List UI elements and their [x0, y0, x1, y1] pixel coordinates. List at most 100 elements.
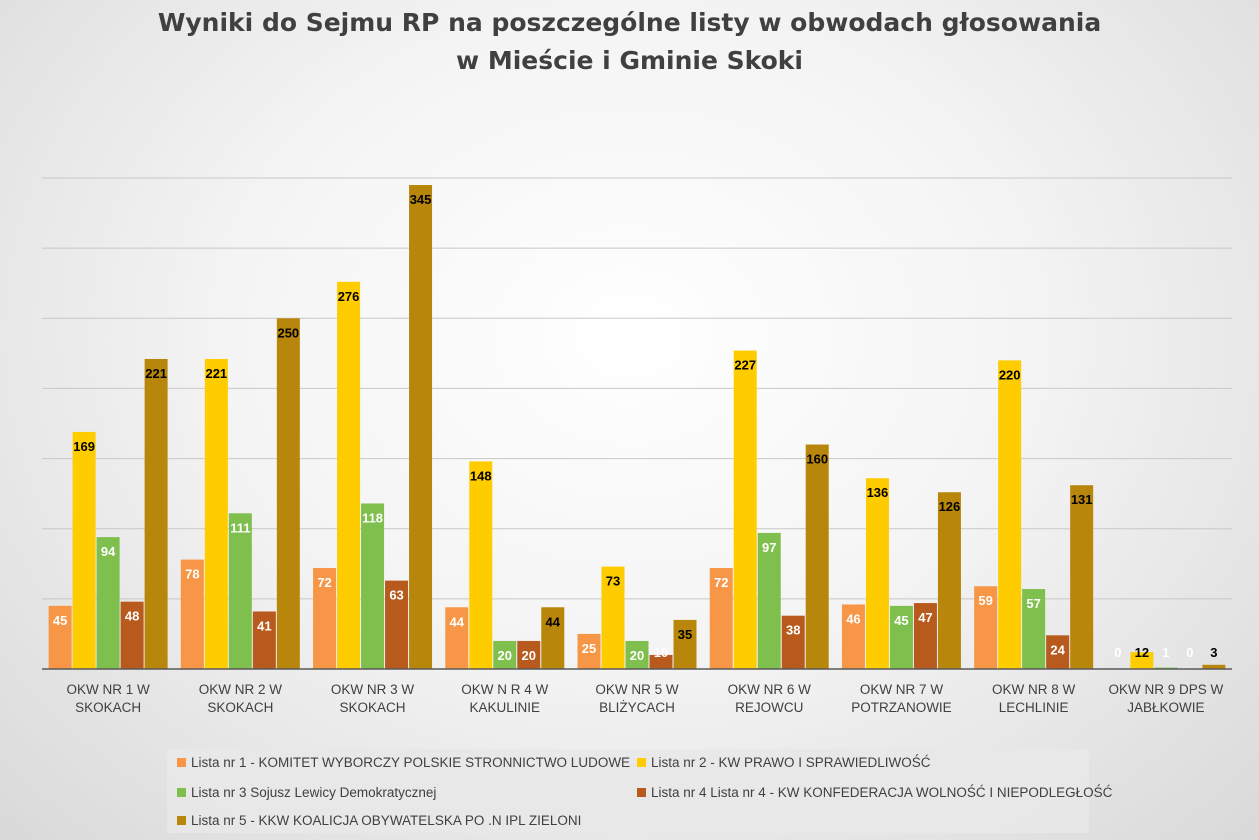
x-tick-label: REJOWCU [735, 700, 803, 715]
data-label: 169 [73, 439, 95, 454]
data-label: 94 [101, 544, 116, 559]
bar [913, 603, 937, 669]
bar [1046, 635, 1070, 669]
data-label: 221 [205, 366, 227, 381]
data-label: 46 [846, 611, 860, 626]
data-label: 221 [145, 366, 167, 381]
bar [276, 318, 300, 669]
legend-label: Lista nr 1 - KOMITET WYBORCZY POLSKIE ST… [191, 755, 631, 770]
bar [204, 358, 228, 669]
data-label: 47 [918, 610, 932, 625]
x-tick-label: OKW N R 4 W [461, 682, 548, 697]
bar [541, 607, 565, 669]
bar [841, 604, 865, 669]
legend-item: Lista nr 4 Lista nr 4 - KW KONFEDERACJA … [637, 785, 1112, 800]
data-label: 48 [125, 609, 139, 624]
data-label: 25 [582, 641, 596, 656]
x-tick-label: SKOKACH [207, 700, 273, 715]
bar [517, 640, 541, 669]
data-label: 20 [498, 648, 512, 663]
bar [805, 444, 829, 669]
x-tick-label: OKW NR 8 W [992, 682, 1076, 697]
chart-title-line-1: Wyniki do Sejmu RP na poszczególne listy… [157, 8, 1102, 37]
bar [937, 492, 961, 669]
legend-item: Lista nr 1 - KOMITET WYBORCZY POLSKIE ST… [177, 755, 630, 770]
data-label: 0 [1186, 645, 1193, 660]
x-tick-label: SKOKACH [75, 700, 141, 715]
data-label: 41 [257, 618, 271, 633]
bar [1130, 652, 1154, 669]
data-label: 148 [470, 468, 492, 483]
bar [96, 537, 120, 669]
data-label: 131 [1071, 492, 1093, 507]
bar [757, 532, 781, 669]
data-label: 35 [678, 627, 692, 642]
data-label: 45 [53, 613, 67, 628]
legend-swatch [637, 788, 646, 797]
x-tick-label: OKW NR 6 W [728, 682, 812, 697]
data-label: 136 [867, 485, 889, 500]
data-label: 126 [939, 499, 961, 514]
x-tick-label: LECHLINIE [999, 700, 1069, 715]
bar [733, 350, 757, 669]
data-label: 97 [762, 540, 776, 555]
data-label: 63 [389, 588, 403, 603]
bar [601, 566, 625, 669]
data-label: 72 [317, 575, 331, 590]
bar [781, 615, 805, 669]
bar [120, 601, 144, 669]
data-label: 276 [338, 289, 360, 304]
data-label: 220 [999, 367, 1021, 382]
x-tick-label: OKW NR 3 W [331, 682, 415, 697]
legend-item: Lista nr 5 - KKW KOALICJA OBYWATELSKA PO… [177, 813, 581, 828]
x-tick-label: JABŁKOWIE [1127, 700, 1204, 715]
bar [252, 611, 276, 669]
bar [493, 640, 517, 669]
bar [974, 586, 998, 669]
data-label: 44 [450, 614, 465, 629]
bar [144, 358, 168, 669]
data-label: 111 [230, 520, 250, 535]
bar [180, 559, 204, 669]
data-label: 57 [1026, 596, 1040, 611]
bar [998, 360, 1022, 669]
bar [445, 607, 469, 669]
legend-label: Lista nr 3 Sojusz Lewicy Demokratycznej [191, 785, 437, 800]
x-tick-label: SKOKACH [340, 700, 406, 715]
bar [48, 605, 72, 669]
data-label: 24 [1050, 642, 1065, 657]
chart-title-line-2: w Mieście i Gminie Skoki [456, 46, 803, 75]
x-tick-label: OKW NR 7 W [860, 682, 944, 697]
legend-swatch [177, 816, 186, 825]
bar [577, 633, 601, 669]
data-label: 78 [185, 567, 199, 582]
data-label: 12 [1135, 645, 1149, 660]
data-label: 73 [606, 574, 620, 589]
legend-label: Lista nr 4 Lista nr 4 - KW KONFEDERACJA … [651, 785, 1113, 800]
bar [385, 580, 409, 669]
bar [889, 605, 913, 669]
bar [1022, 589, 1046, 669]
bar [625, 640, 649, 669]
x-tick-label: OKW NR 5 W [595, 682, 679, 697]
bar [313, 567, 337, 669]
bar [228, 513, 252, 669]
legend-label: Lista nr 2 - KW PRAWO I SPRAWIEDLIWOŚĆ [651, 755, 931, 770]
data-label: 345 [410, 192, 432, 207]
bar [649, 654, 673, 669]
data-label: 44 [546, 614, 561, 629]
data-label: 72 [714, 575, 728, 590]
data-label: 250 [277, 325, 299, 340]
legend-item: Lista nr 2 - KW PRAWO I SPRAWIEDLIWOŚĆ [637, 755, 931, 770]
bar [361, 503, 385, 669]
data-label: 118 [362, 510, 383, 525]
x-tick-label: OKW NR 1 W [66, 682, 150, 697]
bar [337, 281, 361, 669]
x-tick-label: KAKULINIE [470, 700, 541, 715]
data-label: 227 [734, 358, 756, 373]
bar [673, 619, 697, 669]
legend-item: Lista nr 3 Sojusz Lewicy Demokratycznej [177, 785, 436, 800]
legend-swatch [177, 758, 186, 767]
x-tick-label: POTRZANOWIE [851, 700, 952, 715]
